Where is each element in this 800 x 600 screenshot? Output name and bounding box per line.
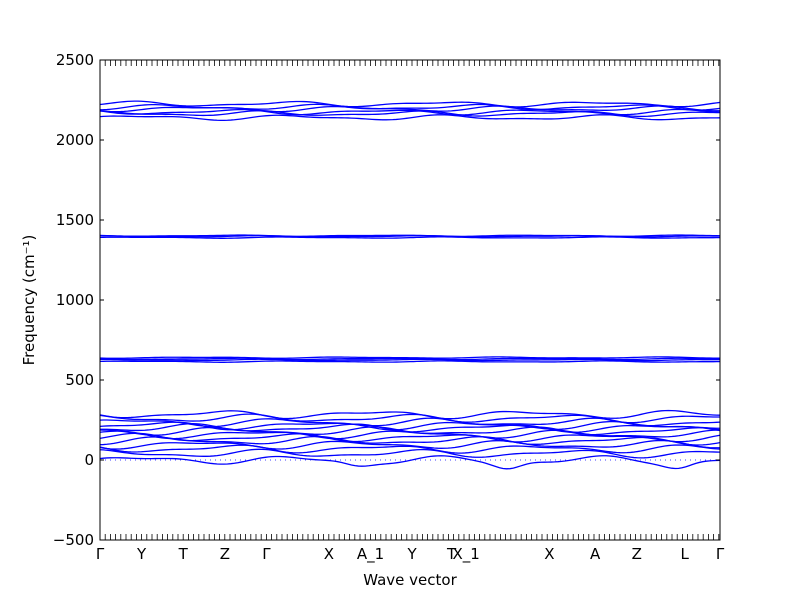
x-tick-label: T (446, 545, 457, 563)
band-line-low (99, 439, 721, 450)
y-tick-label: −500 (53, 531, 94, 549)
y-tick-label: 500 (65, 371, 94, 389)
x-axis-ticks: Γ Y T Z Γ X A_1 Y TX_1 X A Z L Γ (96, 60, 725, 564)
band-line-c-c (99, 234, 721, 238)
x-tick-label: Γ (96, 545, 105, 563)
band-line-low (99, 444, 721, 454)
y-tick-label: 2000 (56, 131, 94, 149)
y-tick-label: 1000 (56, 291, 94, 309)
y-tick-label: 2500 (56, 51, 94, 69)
band-line-low (99, 435, 721, 446)
x-tick-label: Y (136, 545, 147, 563)
band-line-mid (99, 356, 721, 359)
band-line-high (99, 103, 721, 111)
band-line-mid (99, 357, 721, 361)
x-tick-label: X (544, 545, 554, 563)
x-tick-label: T (178, 545, 189, 563)
x-tick-label: Γ (262, 545, 271, 563)
x-axis-title: Wave vector (363, 571, 457, 589)
y-axis-title: Frequency (cm⁻¹) (20, 235, 38, 366)
x-tick-label: A_1 (357, 545, 384, 564)
x-tick-label: A (590, 545, 601, 563)
x-tick-label: Z (632, 545, 642, 563)
x-tick-label: Y (406, 545, 417, 563)
band-line-low (99, 432, 721, 443)
band-line-mid (99, 358, 721, 362)
band-line-low (99, 409, 721, 420)
x-tick-label: Z (220, 545, 230, 563)
band-line-high (99, 114, 721, 121)
band-line-mid (99, 360, 721, 363)
plot-background (100, 60, 720, 540)
x-tick-label: X (324, 545, 334, 563)
band-line-low (99, 413, 721, 424)
band-line-low (99, 423, 721, 433)
plot-frame (99, 59, 721, 541)
x-tick-label: X_1 (453, 545, 480, 564)
band-line-high (99, 100, 721, 108)
x-tick-label: L (680, 545, 689, 563)
band-line-low (99, 448, 721, 459)
y-tick-label: 1500 (56, 211, 94, 229)
y-tick-label: 0 (84, 451, 94, 469)
y-axis-ticks: −500 0 500 1000 1500 2000 2500 (53, 51, 720, 549)
band-line-high (99, 108, 721, 116)
x-tick-label: Γ (716, 545, 725, 563)
band-lines (99, 100, 721, 470)
